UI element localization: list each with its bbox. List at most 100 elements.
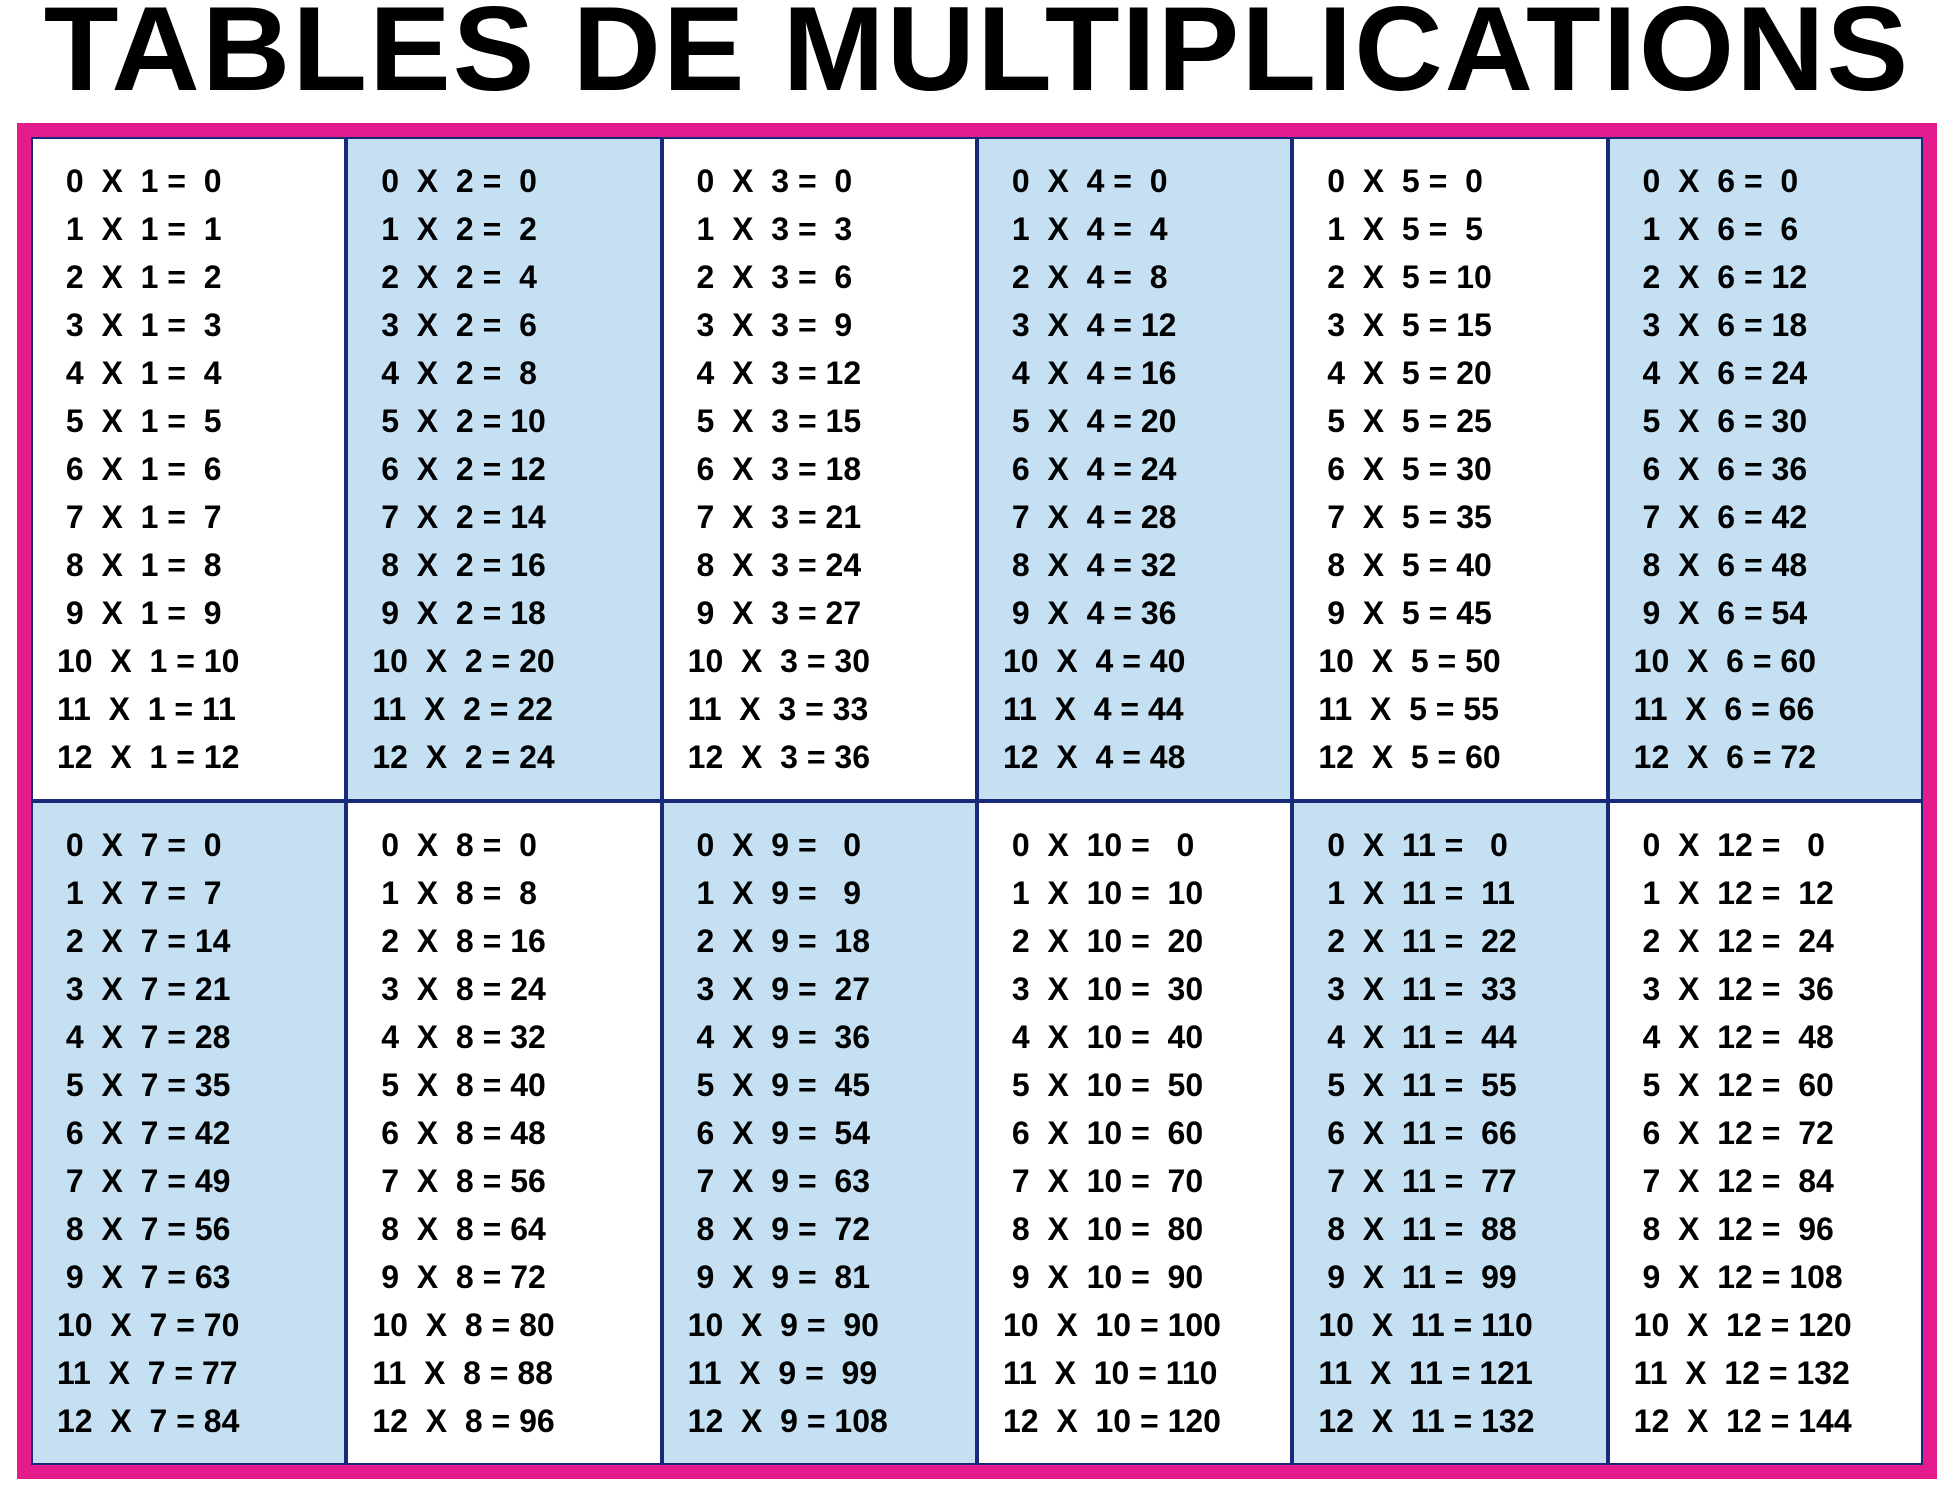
- mult-line: 8 X 9 = 72: [688, 1205, 951, 1253]
- mult-line: 4 X 4 = 16: [1003, 349, 1266, 397]
- page-title: TABLES DE MULTIPLICATIONS: [44, 0, 1911, 118]
- mult-line: 4 X 12 = 48: [1634, 1013, 1897, 1061]
- mult-line: 5 X 10 = 50: [1003, 1061, 1266, 1109]
- table-cell-12: 0 X 12 = 0 1 X 12 = 12 2 X 12 = 24 3 X 1…: [1608, 801, 1923, 1465]
- mult-line: 12 X 2 = 24: [372, 733, 635, 781]
- mult-line: 3 X 10 = 30: [1003, 965, 1266, 1013]
- mult-line: 8 X 2 = 16: [372, 541, 635, 589]
- mult-line: 3 X 12 = 36: [1634, 965, 1897, 1013]
- mult-line: 0 X 12 = 0: [1634, 821, 1897, 869]
- mult-line: 3 X 2 = 6: [372, 301, 635, 349]
- mult-line: 2 X 10 = 20: [1003, 917, 1266, 965]
- mult-line: 5 X 1 = 5: [57, 397, 320, 445]
- mult-line: 1 X 9 = 9: [688, 869, 951, 917]
- mult-line: 2 X 3 = 6: [688, 253, 951, 301]
- mult-line: 6 X 12 = 72: [1634, 1109, 1897, 1157]
- mult-line: 12 X 3 = 36: [688, 733, 951, 781]
- mult-line: 3 X 4 = 12: [1003, 301, 1266, 349]
- mult-line: 4 X 9 = 36: [688, 1013, 951, 1061]
- mult-line: 7 X 4 = 28: [1003, 493, 1266, 541]
- mult-line: 10 X 1 = 10: [57, 637, 320, 685]
- mult-line: 6 X 3 = 18: [688, 445, 951, 493]
- mult-line: 0 X 11 = 0: [1318, 821, 1581, 869]
- mult-line: 5 X 4 = 20: [1003, 397, 1266, 445]
- mult-line: 0 X 7 = 0: [57, 821, 320, 869]
- mult-line: 11 X 11 = 121: [1318, 1349, 1581, 1397]
- mult-line: 12 X 1 = 12: [57, 733, 320, 781]
- mult-line: 0 X 6 = 0: [1634, 157, 1897, 205]
- table-cell-8: 0 X 8 = 0 1 X 8 = 8 2 X 8 = 16 3 X 8 = 2…: [346, 801, 661, 1465]
- mult-line: 2 X 1 = 2: [57, 253, 320, 301]
- mult-line: 7 X 6 = 42: [1634, 493, 1897, 541]
- mult-line: 6 X 6 = 36: [1634, 445, 1897, 493]
- mult-line: 6 X 1 = 6: [57, 445, 320, 493]
- mult-line: 9 X 1 = 9: [57, 589, 320, 637]
- mult-line: 9 X 9 = 81: [688, 1253, 951, 1301]
- mult-line: 4 X 10 = 40: [1003, 1013, 1266, 1061]
- mult-line: 2 X 7 = 14: [57, 917, 320, 965]
- mult-line: 12 X 4 = 48: [1003, 733, 1266, 781]
- mult-line: 9 X 4 = 36: [1003, 589, 1266, 637]
- mult-line: 4 X 11 = 44: [1318, 1013, 1581, 1061]
- mult-line: 1 X 6 = 6: [1634, 205, 1897, 253]
- mult-line: 10 X 4 = 40: [1003, 637, 1266, 685]
- mult-line: 1 X 4 = 4: [1003, 205, 1266, 253]
- mult-line: 12 X 12 = 144: [1634, 1397, 1897, 1445]
- mult-line: 8 X 5 = 40: [1318, 541, 1581, 589]
- mult-line: 8 X 1 = 8: [57, 541, 320, 589]
- mult-line: 0 X 10 = 0: [1003, 821, 1266, 869]
- mult-line: 3 X 8 = 24: [372, 965, 635, 1013]
- table-cell-5: 0 X 5 = 0 1 X 5 = 5 2 X 5 = 10 3 X 5 = 1…: [1292, 137, 1607, 801]
- mult-line: 6 X 9 = 54: [688, 1109, 951, 1157]
- mult-line: 3 X 9 = 27: [688, 965, 951, 1013]
- mult-line: 10 X 7 = 70: [57, 1301, 320, 1349]
- mult-line: 10 X 6 = 60: [1634, 637, 1897, 685]
- mult-line: 5 X 8 = 40: [372, 1061, 635, 1109]
- mult-line: 5 X 9 = 45: [688, 1061, 951, 1109]
- mult-line: 9 X 8 = 72: [372, 1253, 635, 1301]
- mult-line: 10 X 3 = 30: [688, 637, 951, 685]
- mult-line: 3 X 7 = 21: [57, 965, 320, 1013]
- mult-line: 1 X 3 = 3: [688, 205, 951, 253]
- mult-line: 2 X 4 = 8: [1003, 253, 1266, 301]
- mult-line: 0 X 1 = 0: [57, 157, 320, 205]
- mult-line: 11 X 8 = 88: [372, 1349, 635, 1397]
- mult-line: 9 X 10 = 90: [1003, 1253, 1266, 1301]
- mult-line: 11 X 5 = 55: [1318, 685, 1581, 733]
- mult-line: 4 X 5 = 20: [1318, 349, 1581, 397]
- mult-line: 7 X 9 = 63: [688, 1157, 951, 1205]
- mult-line: 2 X 2 = 4: [372, 253, 635, 301]
- mult-line: 11 X 7 = 77: [57, 1349, 320, 1397]
- mult-line: 12 X 6 = 72: [1634, 733, 1897, 781]
- mult-line: 4 X 6 = 24: [1634, 349, 1897, 397]
- mult-line: 1 X 11 = 11: [1318, 869, 1581, 917]
- mult-line: 2 X 12 = 24: [1634, 917, 1897, 965]
- mult-line: 1 X 12 = 12: [1634, 869, 1897, 917]
- mult-line: 8 X 12 = 96: [1634, 1205, 1897, 1253]
- mult-line: 6 X 2 = 12: [372, 445, 635, 493]
- mult-line: 9 X 5 = 45: [1318, 589, 1581, 637]
- mult-line: 2 X 8 = 16: [372, 917, 635, 965]
- mult-line: 10 X 10 = 100: [1003, 1301, 1266, 1349]
- mult-line: 12 X 9 = 108: [688, 1397, 951, 1445]
- mult-line: 0 X 8 = 0: [372, 821, 635, 869]
- mult-line: 11 X 2 = 22: [372, 685, 635, 733]
- mult-line: 11 X 3 = 33: [688, 685, 951, 733]
- mult-line: 10 X 2 = 20: [372, 637, 635, 685]
- mult-line: 3 X 5 = 15: [1318, 301, 1581, 349]
- mult-line: 7 X 5 = 35: [1318, 493, 1581, 541]
- table-cell-4: 0 X 4 = 0 1 X 4 = 4 2 X 4 = 8 3 X 4 = 12…: [977, 137, 1292, 801]
- mult-line: 1 X 10 = 10: [1003, 869, 1266, 917]
- mult-line: 6 X 8 = 48: [372, 1109, 635, 1157]
- mult-line: 10 X 11 = 110: [1318, 1301, 1581, 1349]
- mult-line: 4 X 2 = 8: [372, 349, 635, 397]
- mult-line: 12 X 8 = 96: [372, 1397, 635, 1445]
- mult-line: 10 X 9 = 90: [688, 1301, 951, 1349]
- mult-line: 12 X 5 = 60: [1318, 733, 1581, 781]
- mult-line: 1 X 5 = 5: [1318, 205, 1581, 253]
- mult-line: 6 X 5 = 30: [1318, 445, 1581, 493]
- mult-line: 11 X 10 = 110: [1003, 1349, 1266, 1397]
- mult-line: 3 X 11 = 33: [1318, 965, 1581, 1013]
- mult-line: 8 X 10 = 80: [1003, 1205, 1266, 1253]
- mult-line: 9 X 12 = 108: [1634, 1253, 1897, 1301]
